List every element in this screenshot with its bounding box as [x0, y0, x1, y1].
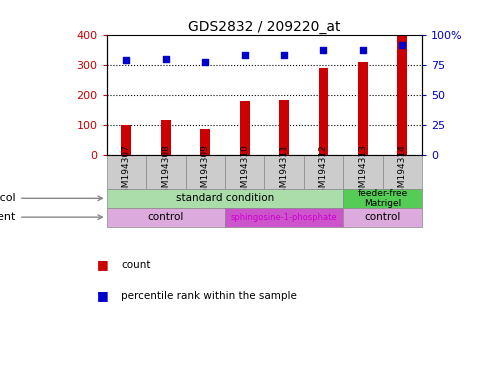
FancyBboxPatch shape — [303, 155, 342, 189]
FancyBboxPatch shape — [106, 208, 225, 227]
FancyBboxPatch shape — [264, 155, 303, 189]
Text: ■: ■ — [97, 289, 108, 302]
FancyBboxPatch shape — [342, 208, 421, 227]
Bar — [121, 125, 131, 155]
Text: percentile rank within the sample: percentile rank within the sample — [121, 291, 297, 301]
Text: control: control — [147, 212, 183, 222]
Bar — [161, 121, 170, 155]
Text: GSM194309: GSM194309 — [200, 144, 209, 199]
FancyBboxPatch shape — [106, 155, 146, 189]
Bar — [239, 101, 249, 155]
Text: ■: ■ — [97, 258, 108, 271]
Bar — [357, 62, 367, 155]
Bar — [278, 100, 288, 155]
Text: GSM194313: GSM194313 — [358, 144, 366, 199]
FancyBboxPatch shape — [185, 155, 225, 189]
Point — [122, 57, 130, 63]
Point — [280, 52, 287, 58]
Point — [397, 42, 405, 48]
FancyBboxPatch shape — [146, 155, 185, 189]
Text: agent: agent — [0, 212, 102, 222]
Text: control: control — [363, 212, 400, 222]
FancyBboxPatch shape — [225, 155, 264, 189]
Point — [319, 47, 327, 53]
FancyBboxPatch shape — [342, 155, 382, 189]
Title: GDS2832 / 209220_at: GDS2832 / 209220_at — [188, 20, 340, 33]
FancyBboxPatch shape — [225, 208, 342, 227]
Text: growth protocol: growth protocol — [0, 193, 102, 203]
Point — [358, 47, 366, 53]
Bar — [200, 129, 210, 155]
Text: GSM194307: GSM194307 — [121, 144, 131, 199]
FancyBboxPatch shape — [342, 189, 421, 208]
Text: GSM194314: GSM194314 — [397, 145, 406, 199]
Bar — [318, 68, 328, 155]
Text: standard condition: standard condition — [175, 193, 273, 203]
Text: sphingosine-1-phosphate: sphingosine-1-phosphate — [230, 213, 337, 222]
Text: GSM194311: GSM194311 — [279, 144, 288, 199]
Point — [240, 52, 248, 58]
FancyBboxPatch shape — [382, 155, 421, 189]
Point — [162, 56, 169, 62]
Point — [201, 59, 209, 65]
Text: count: count — [121, 260, 151, 270]
Text: GSM194310: GSM194310 — [240, 144, 249, 199]
Text: feeder-free
Matrigel: feeder-free Matrigel — [357, 189, 407, 208]
Text: GSM194312: GSM194312 — [318, 145, 327, 199]
Text: GSM194308: GSM194308 — [161, 144, 170, 199]
Bar — [396, 36, 407, 155]
FancyBboxPatch shape — [106, 189, 342, 208]
